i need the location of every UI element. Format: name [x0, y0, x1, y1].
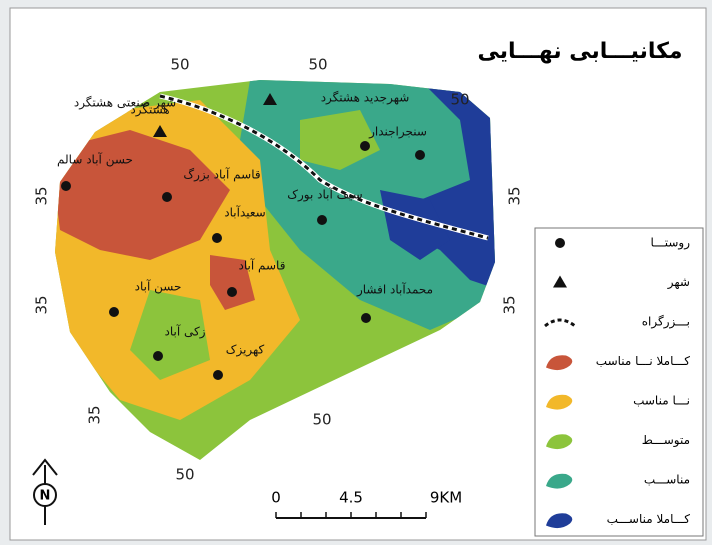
place-label: حسن آباد سالم [57, 152, 133, 168]
village-marker [162, 192, 172, 202]
legend-symbol [546, 434, 573, 450]
grid-label: 35 [506, 186, 524, 205]
zone-medium [300, 110, 380, 170]
grid-label: 35 [86, 405, 104, 424]
zone-very-suitable [380, 190, 450, 260]
place-label: سیف آباد بورک [287, 187, 362, 203]
map-title: مکانیـــابی نهـــایی [477, 39, 682, 64]
place-label: هشتگرد [130, 103, 169, 118]
grid-label: 50 [308, 56, 327, 74]
place-label: کهریزک [226, 343, 265, 358]
place-label: شهرجدید هشتگرد [321, 91, 410, 106]
grid-label: 50 [450, 91, 469, 109]
legend-symbol [544, 318, 576, 328]
place-label: حسن آباد [135, 279, 182, 295]
grid-label: 35 [501, 295, 519, 314]
grid-label: 35 [33, 295, 51, 314]
village-marker [415, 150, 425, 160]
zone-very-unsuitable [55, 130, 230, 260]
legend-symbol [553, 275, 567, 288]
grid-label: 35 [33, 186, 51, 205]
grid-label: 50 [170, 56, 189, 74]
legend-symbol [546, 394, 573, 410]
village-marker [361, 313, 371, 323]
zone-medium [130, 290, 210, 380]
place-label: شهر صنعتی هشتگرد [74, 96, 176, 111]
legend-label: شهر [667, 275, 690, 290]
village-marker [227, 287, 237, 297]
scale-label: 0 [271, 489, 281, 507]
north-circle [33, 483, 57, 507]
village-marker [109, 307, 119, 317]
legend-label: متوســـط [642, 433, 690, 448]
place-label: سنجراجندار [368, 125, 427, 140]
village-marker [317, 215, 327, 225]
place-label: زکی آباد [165, 324, 206, 340]
city-marker [153, 125, 167, 137]
legend-symbol [555, 238, 565, 248]
zone-very-unsuitable [210, 255, 255, 310]
legend-label: بـــزرگراه [642, 315, 690, 330]
place-label: قاسم آباد بزرگ [183, 167, 260, 183]
legend-label: نـــا مناسب [633, 394, 690, 408]
legend-label: مناســـب [644, 473, 690, 487]
legend-label: کـــاملا مناســـب [607, 512, 691, 526]
place-label: سعیدآباد [224, 205, 265, 220]
city-marker [263, 93, 277, 105]
legend-label: کـــاملا نـــا مناسب [596, 354, 691, 368]
village-marker [360, 141, 370, 151]
place-label: قاسم آباد [239, 258, 286, 273]
village-marker [213, 370, 223, 380]
village-marker [212, 233, 222, 243]
village-marker [153, 351, 163, 361]
grid-label: 50 [312, 411, 331, 429]
place-label: محمدآباد افشار [356, 282, 433, 298]
north-label: N [40, 489, 51, 504]
legend-label: روستـــا [651, 236, 691, 251]
north-head [32, 458, 58, 476]
north-arrow: N [32, 458, 58, 525]
scale-label: 4.5 [339, 489, 363, 507]
grid-label: 50 [175, 466, 194, 484]
village-marker [61, 181, 71, 191]
highway [159, 94, 489, 240]
legend-symbol [546, 473, 573, 489]
legend-symbol [546, 355, 573, 371]
legend-symbol [546, 513, 573, 529]
scale-label: 9KM [430, 489, 462, 507]
